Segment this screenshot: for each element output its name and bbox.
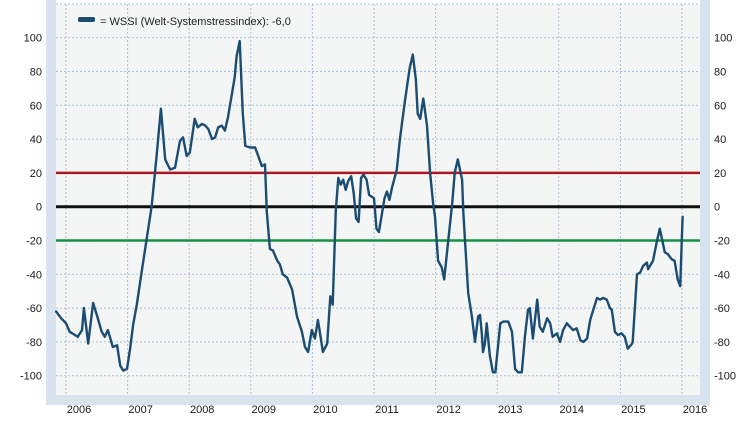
x-axis-label-2012: 2012	[436, 404, 460, 416]
x-axis-label-2013: 2013	[498, 404, 522, 416]
y-axis-label-left--60: -60	[26, 303, 42, 315]
plot-area	[56, 4, 700, 395]
y-axis-label-right-80: 80	[714, 67, 726, 79]
x-axis-label-2009: 2009	[252, 404, 276, 416]
bottom-axis-band	[46, 395, 710, 405]
y-axis-label-left-40: 40	[30, 134, 42, 146]
y-axis-label-right-40: 40	[714, 134, 726, 146]
x-axis-label-2007: 2007	[128, 404, 152, 416]
axis-bands	[46, 0, 710, 405]
y-axis-label-right--20: -20	[714, 236, 730, 248]
legend-label: = WSSI (Welt-Systemstressindex): -6,0	[100, 16, 291, 28]
y-axis-label-right--80: -80	[714, 337, 730, 349]
y-axis-label-left--20: -20	[26, 236, 42, 248]
y-axis-labels-left: 100 80 60 40 20 0 -20 -40 -60 -80 -100	[20, 33, 42, 383]
y-axis-label-left-0: 0	[36, 202, 42, 214]
x-axis-label-2008: 2008	[190, 404, 214, 416]
y-axis-label-left--40: -40	[26, 269, 42, 281]
y-axis-label-right--40: -40	[714, 269, 730, 281]
y-axis-label-right-60: 60	[714, 100, 726, 112]
y-axis-label-left--100: -100	[20, 371, 42, 383]
y-axis-labels-right: 100 80 60 40 20 0 -20 -40 -60 -80 -100	[714, 33, 736, 383]
x-axis-label-2015: 2015	[621, 404, 645, 416]
reference-lines	[56, 171, 700, 242]
x-axis-labels: 2006 2007 2008 2009 2010 2011 2012 2013 2014 2015…	[67, 404, 707, 416]
y-axis-label-right--100: -100	[714, 371, 736, 383]
left-axis-band	[46, 0, 56, 405]
y-axis-label-left-100: 100	[24, 33, 42, 45]
y-axis-label-right-0: 0	[714, 202, 720, 214]
wssi-series-line	[54, 39, 684, 374]
y-axis-label-left--80: -80	[26, 337, 42, 349]
x-axis-label-2014: 2014	[560, 404, 584, 416]
x-axis-label-2011: 2011	[375, 404, 399, 416]
x-axis-label-2016: 2016	[683, 404, 707, 416]
y-axis-label-left-20: 20	[30, 168, 42, 180]
right-axis-band	[700, 0, 710, 405]
y-axis-label-right-100: 100	[714, 33, 732, 45]
legend: = WSSI (Welt-Systemstressindex): -6,0	[78, 16, 291, 28]
y-axis-label-right--60: -60	[714, 303, 730, 315]
y-axis-label-right-20: 20	[714, 168, 726, 180]
legend-swatch	[78, 17, 95, 22]
x-axis-label-2010: 2010	[313, 404, 337, 416]
y-axis-label-left-60: 60	[30, 100, 42, 112]
x-axis-label-2006: 2006	[67, 404, 91, 416]
y-axis-label-left-80: 80	[30, 67, 42, 79]
